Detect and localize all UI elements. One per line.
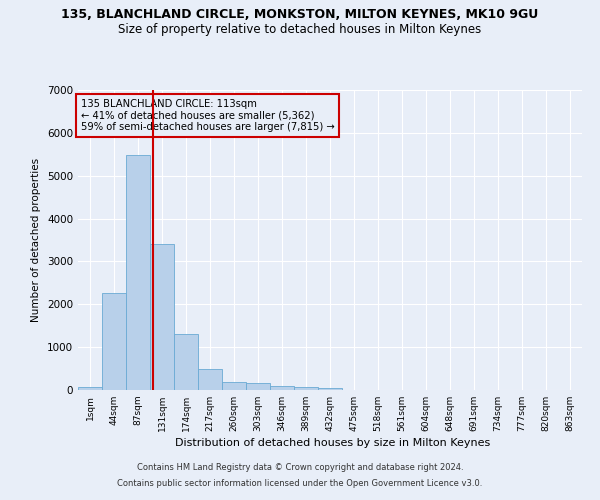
Bar	[150, 244, 174, 390]
Bar	[246, 383, 270, 390]
Bar	[270, 386, 294, 390]
Bar	[318, 388, 342, 390]
Text: Contains public sector information licensed under the Open Government Licence v3: Contains public sector information licen…	[118, 478, 482, 488]
Y-axis label: Number of detached properties: Number of detached properties	[31, 158, 41, 322]
Text: Size of property relative to detached houses in Milton Keynes: Size of property relative to detached ho…	[118, 22, 482, 36]
Text: 135 BLANCHLAND CIRCLE: 113sqm
← 41% of detached houses are smaller (5,362)
59% o: 135 BLANCHLAND CIRCLE: 113sqm ← 41% of d…	[80, 99, 334, 132]
Bar	[102, 292, 126, 390]
Bar	[294, 387, 318, 390]
Text: Contains HM Land Registry data © Crown copyright and database right 2024.: Contains HM Land Registry data © Crown c…	[137, 464, 463, 472]
Bar	[198, 369, 222, 390]
Text: Distribution of detached houses by size in Milton Keynes: Distribution of detached houses by size …	[175, 438, 491, 448]
Bar	[174, 334, 198, 390]
Bar	[126, 155, 150, 390]
Text: 135, BLANCHLAND CIRCLE, MONKSTON, MILTON KEYNES, MK10 9GU: 135, BLANCHLAND CIRCLE, MONKSTON, MILTON…	[61, 8, 539, 20]
Bar	[222, 382, 246, 390]
Bar	[78, 387, 102, 390]
